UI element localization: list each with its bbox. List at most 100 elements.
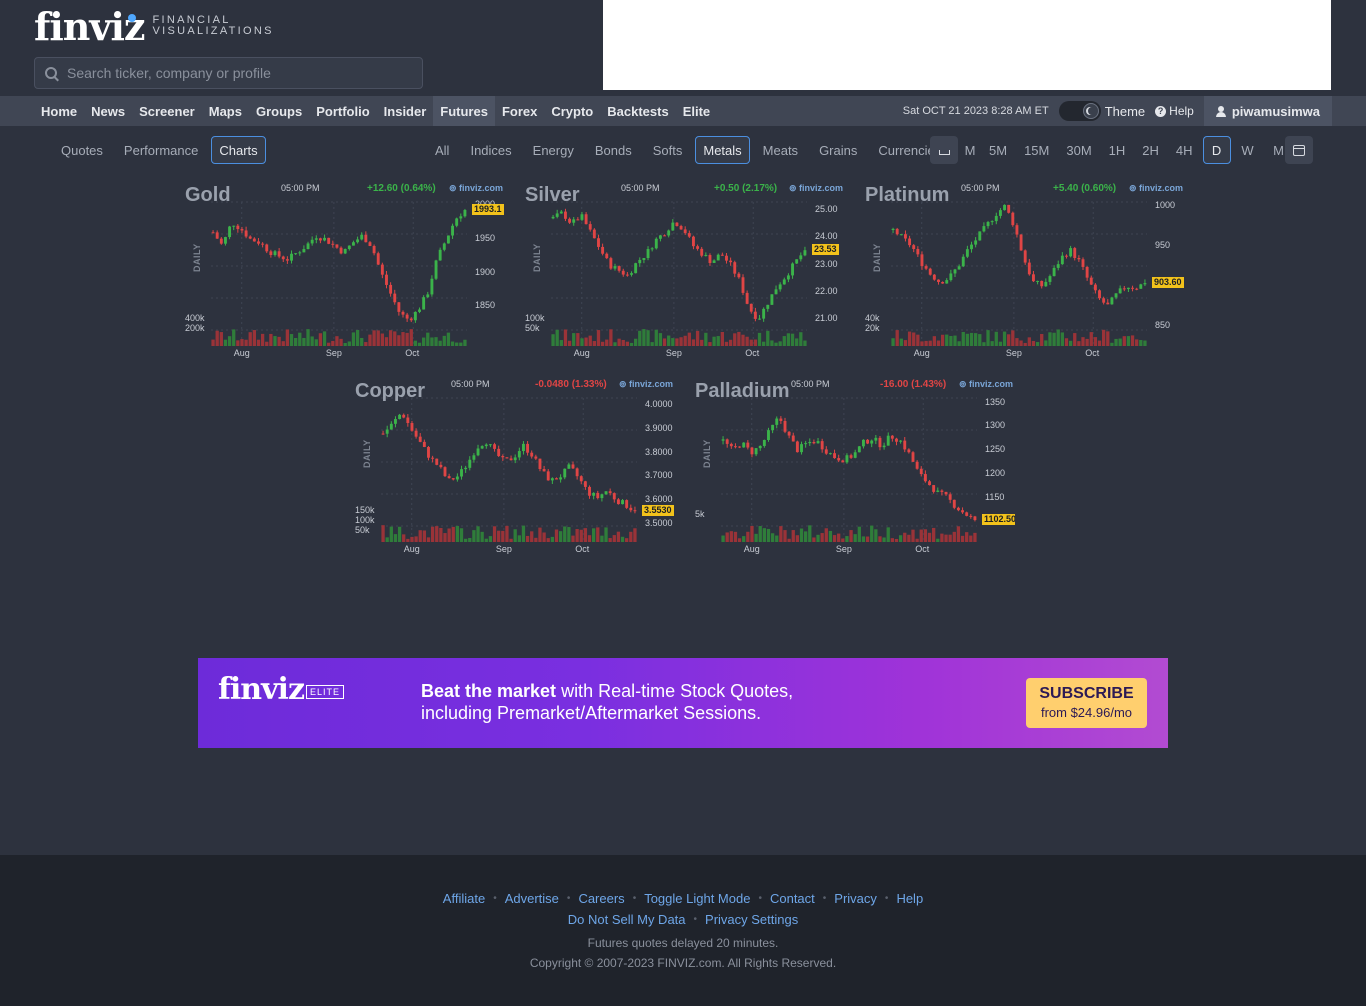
candle-body — [970, 244, 973, 250]
candle-body — [862, 439, 865, 447]
volume-bar — [472, 530, 476, 542]
nav-item-insider[interactable]: Insider — [383, 103, 427, 119]
candle-body — [1023, 250, 1027, 263]
chart-platinum[interactable]: Platinum 05:00 PM +5.40 (0.60%) ⊚ finviz.co… — [865, 180, 1185, 360]
volume-bar — [347, 341, 351, 346]
price-tick: 25.00 — [815, 204, 838, 215]
candle-body — [841, 460, 845, 463]
calendar-control — [1285, 136, 1316, 164]
chart-type-button[interactable] — [930, 136, 958, 164]
nav-item-crypto[interactable]: Crypto — [551, 103, 594, 119]
group-indices[interactable]: Indices — [470, 142, 512, 158]
group-currencies[interactable]: Currencies — [878, 142, 942, 158]
footer-link-do-not-sell-my-data[interactable]: Do Not Sell My Data — [567, 912, 686, 927]
volume-bar — [413, 340, 418, 346]
volume-bar — [741, 334, 745, 346]
candle-body — [517, 451, 521, 458]
footer-copyright-row: Copyright © 2007-2023 FINVIZ.com. All Ri… — [0, 956, 1366, 970]
volume-bar — [1060, 332, 1065, 346]
timeframe-d-7[interactable]: D — [1202, 136, 1231, 164]
nav-item-maps[interactable]: Maps — [208, 103, 242, 119]
volume-bar — [459, 342, 463, 346]
timeframe-1h-4[interactable]: 1H — [1108, 142, 1126, 158]
volume-bar — [281, 341, 285, 346]
chart-change: +5.40 (0.60%) — [1053, 183, 1117, 194]
volume-bar — [604, 527, 608, 542]
tab-performance[interactable]: Performance — [123, 142, 199, 158]
chart-gold[interactable]: Gold 05:00 PM +12.60 (0.64%) ⊚ finviz.com DA… — [185, 180, 505, 360]
volume-bar — [492, 526, 497, 542]
footer-link-toggle-light-mode[interactable]: Toggle Light Mode — [644, 891, 751, 906]
chart-palladium[interactable]: Palladium 05:00 PM -16.00 (1.43%) ⊚ finviz.… — [695, 376, 1015, 556]
candle-body — [820, 441, 824, 450]
chart-silver[interactable]: Silver 05:00 PM +0.50 (2.17%) ⊚ finviz.com D… — [525, 180, 845, 360]
volume-bar — [721, 535, 725, 542]
user-menu[interactable]: piwamusimwa — [1203, 96, 1332, 126]
nav-item-futures[interactable]: Futures — [433, 96, 495, 126]
nav-item-forex[interactable]: Forex — [501, 103, 538, 119]
group-all[interactable]: All — [435, 142, 450, 158]
chart-copper[interactable]: Copper 05:00 PM -0.0480 (1.33%) ⊚ finviz.co… — [355, 376, 675, 556]
candle-body — [563, 468, 567, 478]
timeframe-2h-5[interactable]: 2H — [1142, 142, 1159, 158]
tab-quotes[interactable]: Quotes — [61, 142, 103, 158]
volume-bar — [695, 330, 700, 346]
calendar-button[interactable] — [1285, 136, 1313, 164]
volume-bar — [654, 329, 658, 346]
volume-bar — [397, 335, 401, 346]
volume-bar — [936, 538, 940, 542]
tab-charts[interactable]: Charts — [211, 136, 266, 164]
chart-period: DAILY — [362, 439, 372, 468]
footer-link-privacy[interactable]: Privacy — [834, 891, 877, 906]
candle-body — [1114, 293, 1118, 298]
timeframe-w-8[interactable]: W — [1241, 142, 1254, 158]
timeframe-m-9[interactable]: M — [1273, 142, 1284, 158]
group-energy[interactable]: Energy — [532, 142, 574, 158]
footer-link-advertise[interactable]: Advertise — [504, 891, 559, 906]
last-price-tag: 1102.50 — [982, 514, 1015, 526]
footer-link-help[interactable]: Help — [896, 891, 924, 906]
help-link[interactable]: ? Help — [1155, 104, 1194, 118]
nav-item-elite[interactable]: Elite — [682, 103, 711, 119]
footer-link-contact[interactable]: Contact — [769, 891, 815, 906]
timeframe-5m-1[interactable]: 5M — [989, 142, 1008, 158]
timeframe-4h-6[interactable]: 4H — [1175, 142, 1193, 158]
candle-body — [804, 443, 808, 445]
subscribe-button[interactable]: SUBSCRIBE from $24.96/mo — [1026, 678, 1147, 728]
footer-link-privacy-settings[interactable]: Privacy Settings — [705, 912, 799, 927]
candle-body — [224, 237, 227, 244]
volume-bar — [596, 527, 600, 542]
volume-bar — [306, 329, 310, 346]
candle-body — [791, 435, 795, 442]
volume-bar — [924, 340, 928, 346]
timeframe-30m-3[interactable]: 30M — [1066, 142, 1092, 158]
group-grains[interactable]: Grains — [819, 142, 858, 158]
nav-item-groups[interactable]: Groups — [255, 103, 303, 119]
candle-body — [912, 245, 916, 250]
candle-body — [700, 248, 704, 256]
theme-toggle[interactable] — [1058, 101, 1101, 121]
timeframe-m-0[interactable]: M — [964, 142, 976, 158]
nav-item-backtests[interactable]: Backtests — [607, 103, 669, 119]
group-softs[interactable]: Softs — [652, 142, 683, 158]
group-bonds[interactable]: Bonds — [594, 142, 632, 158]
elite-promo-banner[interactable]: finviz ELITE Beat the market with Real-t… — [198, 658, 1168, 748]
footer-link-careers[interactable]: Careers — [578, 891, 625, 906]
nav-item-home[interactable]: Home — [41, 103, 78, 119]
volume-bar — [426, 537, 431, 542]
footer-link-affiliate[interactable]: Affiliate — [442, 891, 486, 906]
group-metals[interactable]: Metals — [695, 136, 750, 164]
candle-body — [380, 264, 384, 275]
search-box[interactable] — [34, 57, 423, 89]
nav-item-news[interactable]: News — [91, 103, 126, 119]
candle-body — [638, 259, 642, 264]
group-meats[interactable]: Meats — [762, 142, 799, 158]
finviz-logo[interactable]: finviz FINANCIAL VISUALIZATIONS — [34, 4, 274, 49]
nav-item-portfolio[interactable]: Portfolio — [316, 103, 370, 119]
theme-label[interactable]: Theme — [1104, 103, 1146, 119]
candle-body — [824, 449, 828, 454]
search-input[interactable] — [67, 65, 407, 81]
timeframe-15m-2[interactable]: 15M — [1024, 142, 1050, 158]
nav-item-screener[interactable]: Screener — [139, 103, 195, 119]
month-tick: Sep — [325, 348, 342, 358]
